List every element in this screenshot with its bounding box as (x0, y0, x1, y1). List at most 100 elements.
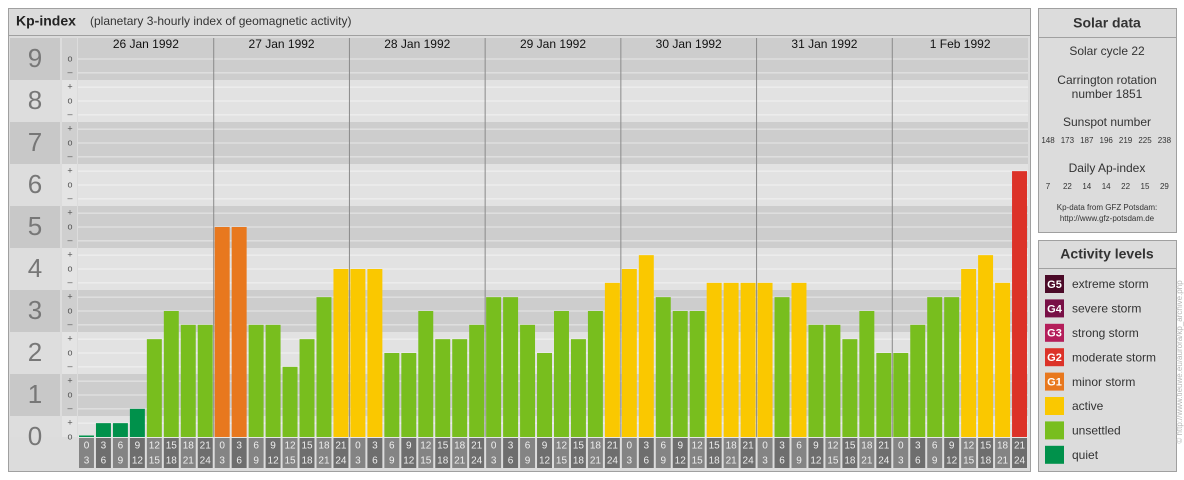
ap-value: 22 (1063, 182, 1072, 191)
solar-cycle: Solar cycle 22 (1069, 44, 1145, 58)
legend-label: moderate storm (1072, 350, 1156, 364)
hour-box (604, 438, 620, 468)
y-tick-label: 7 (28, 127, 42, 157)
bar (112, 423, 128, 437)
y-tick-label: 6 (28, 169, 42, 199)
hour-box (452, 438, 468, 468)
y-minor-tick-label: – (67, 109, 72, 119)
legend-swatch (1045, 372, 1064, 391)
y-tick-label: 9 (28, 43, 42, 73)
y-tick-label: 1 (28, 379, 42, 409)
hour-label: 12 (539, 456, 551, 467)
y-minor-tick-label: o (67, 263, 72, 273)
hour-label: 9 (949, 441, 955, 452)
hour-label: 15 (827, 456, 839, 467)
ap-value: 7 (1046, 182, 1051, 191)
y-minor-tick-label: o (67, 137, 72, 147)
y-minor-tick-label: + (67, 334, 72, 344)
sunspot-number: 187 (1080, 136, 1094, 145)
hour-label: 9 (542, 441, 548, 452)
hour-box (282, 438, 298, 468)
hour-label: 12 (946, 456, 958, 467)
y-label-band (10, 416, 60, 437)
bar (401, 353, 417, 437)
ap-title: Daily Ap-index (1069, 161, 1146, 175)
hour-label: 15 (420, 456, 432, 467)
y-minor-tick-label: o (67, 347, 72, 357)
bar (961, 269, 977, 437)
y-label-band (10, 80, 60, 122)
hour-label: 15 (556, 456, 568, 467)
hour-box (740, 438, 756, 468)
y-minor-tick-label: o (67, 179, 72, 189)
hour-box (418, 438, 434, 468)
sunspot-title: Sunspot number (1063, 115, 1151, 129)
legend-swatch (1045, 445, 1064, 464)
hour-box (723, 438, 739, 468)
hour-box (774, 438, 790, 468)
hour-label: 0 (491, 441, 497, 452)
hour-box (893, 438, 909, 468)
bar (842, 339, 858, 437)
y-minor-tick-label: o (67, 95, 72, 105)
hour-box (876, 438, 892, 468)
hour-label: 6 (796, 441, 802, 452)
y-sublabel-band (62, 38, 77, 80)
hour-label: 18 (861, 441, 873, 452)
hour-box (1012, 438, 1027, 468)
y-tick-label: 5 (28, 211, 42, 241)
hour-label: 18 (980, 456, 992, 467)
hour-label: 12 (268, 456, 280, 467)
hour-label: 6 (660, 441, 666, 452)
bar (95, 423, 111, 437)
y-minor-tick-label: + (67, 82, 72, 92)
bar (978, 255, 994, 437)
legend-swatch (1045, 275, 1064, 293)
hour-label: 21 (590, 456, 602, 467)
hour-label: 18 (844, 456, 856, 467)
sunspot-number: 219 (1119, 136, 1133, 145)
bar (418, 311, 434, 437)
hour-label: 6 (389, 441, 395, 452)
hour-box (842, 438, 858, 468)
day-label: 28 Jan 1992 (384, 37, 450, 51)
carrington: Carrington rotation (1057, 73, 1156, 87)
bar (554, 311, 569, 437)
y-minor-tick-label: – (67, 361, 72, 371)
legend-badge: G1 (1047, 377, 1062, 389)
hour-box (163, 438, 179, 468)
y-sublabel-band (62, 374, 77, 416)
hour-box (638, 438, 654, 468)
hour-label: 12 (556, 441, 568, 452)
hour-box (469, 438, 485, 468)
hour-box (265, 438, 281, 468)
hour-label: 9 (813, 441, 819, 452)
y-minor-tick-label: o (67, 389, 72, 399)
hour-label: 15 (844, 441, 856, 452)
hour-label: 24 (878, 456, 890, 467)
hour-label: 21 (471, 441, 483, 452)
y-label-band (10, 332, 60, 374)
hour-label: 0 (219, 441, 225, 452)
hour-label: 6 (253, 441, 259, 452)
hour-label: 9 (135, 441, 141, 452)
hour-label: 18 (301, 456, 313, 467)
y-label-band (10, 206, 60, 248)
hour-label: 15 (284, 456, 296, 467)
hour-box (112, 438, 128, 468)
y-minor-tick-label: – (67, 193, 72, 203)
hour-label: 24 (335, 456, 347, 467)
bar (876, 353, 892, 437)
bar (944, 297, 960, 437)
legend-label: active (1072, 399, 1104, 413)
y-minor-tick-label: – (67, 151, 72, 161)
hour-box (910, 438, 926, 468)
hour-label: 15 (301, 441, 313, 452)
hour-box (486, 438, 502, 468)
hour-label: 9 (660, 456, 666, 467)
solar-panel (1038, 8, 1177, 233)
bar (604, 282, 620, 437)
hour-box (570, 438, 586, 468)
hour-label: 18 (726, 441, 738, 452)
y-label-band (10, 374, 60, 416)
